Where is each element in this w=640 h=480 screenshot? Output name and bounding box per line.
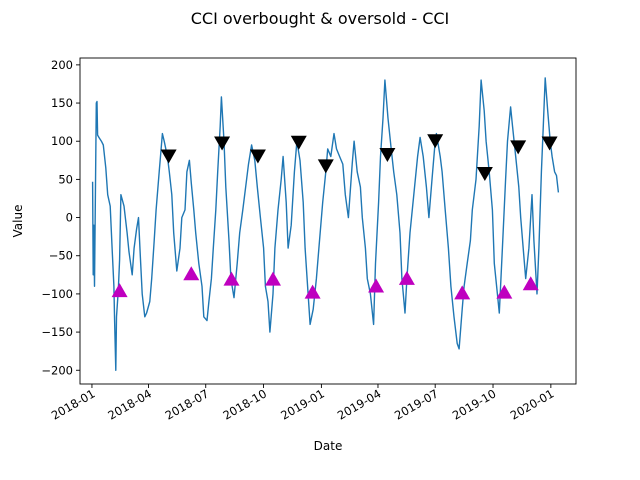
y-tick-label: 50 bbox=[58, 172, 73, 186]
oversold-marker bbox=[368, 278, 385, 293]
x-tick-label: 2019-04 bbox=[335, 386, 384, 422]
y-tick-label: −50 bbox=[49, 249, 73, 263]
x-tick-label: 2018-07 bbox=[163, 386, 212, 422]
oversold-marker bbox=[223, 271, 240, 286]
x-tick-label: 2020-01 bbox=[508, 386, 557, 422]
y-tick-label: 0 bbox=[66, 211, 73, 225]
overbought-marker bbox=[214, 136, 231, 151]
x-axis: 2018-01 2018-04 2018-07 2018-10 2019-01 2019-… bbox=[49, 384, 557, 423]
overbought-marker bbox=[510, 140, 527, 155]
chart-title: CCI overbought & oversold - CCI bbox=[191, 9, 450, 28]
y-tick-label: 100 bbox=[51, 134, 73, 148]
oversold-marker bbox=[111, 283, 128, 298]
x-tick-label: 2019-10 bbox=[450, 386, 499, 422]
overbought-marker bbox=[160, 149, 177, 164]
overbought-marker bbox=[317, 159, 334, 174]
overbought-marker bbox=[290, 135, 307, 150]
overbought-marker bbox=[379, 147, 396, 162]
oversold-marker bbox=[264, 271, 281, 286]
series-line-0 bbox=[91, 77, 560, 371]
y-tick-label: 200 bbox=[51, 58, 73, 72]
oversold-marker bbox=[522, 276, 539, 291]
x-tick-label: 2019-01 bbox=[278, 386, 327, 422]
oversold-marker bbox=[398, 270, 415, 285]
oversold-marker bbox=[183, 266, 200, 281]
y-tick-label: −200 bbox=[41, 363, 73, 377]
x-tick-label: 2018-04 bbox=[105, 386, 154, 422]
overbought-marker bbox=[476, 167, 493, 182]
plot-area bbox=[91, 77, 560, 371]
oversold-marker bbox=[454, 285, 471, 300]
y-tick-label: −150 bbox=[41, 325, 73, 339]
overbought-marker bbox=[427, 134, 444, 149]
overbought-marker bbox=[249, 149, 266, 164]
y-tick-label: 150 bbox=[51, 96, 73, 110]
oversold-marker bbox=[496, 284, 513, 299]
y-axis: 200 150 100 50 0 −50 −100 −150 −200 bbox=[41, 58, 80, 377]
oversold-marker bbox=[304, 284, 321, 299]
plot-frame bbox=[79, 57, 577, 385]
x-axis-label: Date bbox=[314, 439, 343, 453]
overbought-marker bbox=[541, 136, 558, 151]
x-tick-label: 2018-01 bbox=[49, 386, 98, 422]
y-axis-label: Value bbox=[11, 205, 25, 238]
x-tick-label: 2019-07 bbox=[392, 386, 441, 422]
y-tick-label: −100 bbox=[41, 287, 73, 301]
x-tick-label: 2018-10 bbox=[220, 386, 269, 422]
